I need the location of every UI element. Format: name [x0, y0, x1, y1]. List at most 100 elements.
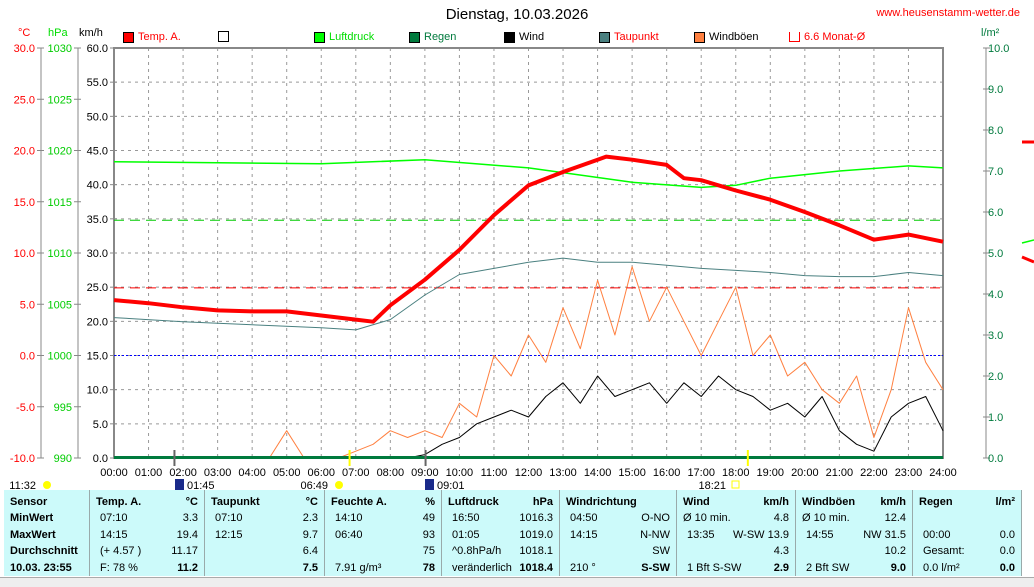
cell-time: 06:40 [335, 528, 363, 541]
site-link[interactable]: www.heusenstamm-wetter.de [876, 7, 1020, 19]
legend-swatch [409, 31, 420, 43]
pressure-tick-label: 1030 [48, 43, 72, 55]
x-tick-label: 15:00 [618, 467, 646, 479]
moonrise-icon [175, 479, 184, 490]
cell-time: (+ 4.57 ) [100, 545, 142, 557]
column-header: Sensor [10, 496, 48, 508]
cell-value: 19.4 [176, 528, 198, 541]
legend-label: Temp. A. [138, 31, 181, 43]
summary-table: Sensor MinWert MaxWert Durchschnitt 10.03. 2… [4, 490, 1022, 576]
legend-swatch [123, 31, 134, 43]
cell-value: O-NO [641, 512, 670, 524]
wind-tick-label: 10.0 [87, 385, 108, 397]
cell-value: S-SW [641, 561, 670, 574]
next-day-pressure-stub [1021, 239, 1034, 244]
cell-value: N-NW [640, 528, 670, 541]
rain-tick-label: 0.0 [988, 453, 1003, 465]
series-taupunkt [113, 257, 944, 331]
x-tick-label: 18:00 [722, 467, 750, 479]
cell-time: Gesamt: [923, 545, 965, 557]
cell-value: 10.2 [884, 545, 906, 557]
column-header: Temp. A. [96, 496, 142, 508]
wind-tick-label: 20.0 [87, 316, 108, 328]
rain-tick-label: 1.0 [988, 412, 1003, 424]
rain-tick-label: 2.0 [988, 371, 1003, 383]
marker-label: 18:21 [698, 480, 726, 490]
rain-tick-label: 5.0 [988, 248, 1003, 260]
cell-time: 14:15 [100, 528, 128, 541]
column-header: Luftdruck [448, 496, 499, 508]
marker-label: 11:32 [9, 480, 36, 490]
moon-phase-icon [43, 481, 51, 489]
table-column-temp: Temp. A. °C 07:10 14:15 (+ 4.57 ) F: 78 % 3.3 1… [90, 490, 205, 576]
wind-tick-label: 45.0 [87, 146, 108, 158]
x-tick-label: 12:00 [515, 467, 543, 479]
cell-value: 2.3 [302, 512, 318, 524]
column-unit: l/m² [995, 496, 1015, 508]
cell-value: 4.8 [773, 512, 789, 524]
sunrise-icon [335, 481, 343, 489]
table-column-wind: Wind km/h Ø 10 min. 13:35 1 Bft S-SW 4.8 W-SW … [677, 490, 796, 576]
cell-value: 4.3 [773, 545, 789, 557]
cell-time: 07:10 [100, 512, 128, 524]
cell-time: 12:15 [215, 528, 243, 541]
cell-time: 0.0 l/m² [923, 561, 960, 574]
x-tick-label: 02:00 [169, 467, 197, 479]
column-unit: km/h [763, 496, 789, 508]
temp-tick-label: -10.0 [10, 453, 35, 465]
row-label: MinWert [10, 512, 54, 524]
temp-tick-label: 10.0 [14, 248, 35, 260]
legend-swatch [314, 31, 325, 43]
column-unit: °C [305, 496, 318, 508]
rain-tick-label: 3.0 [988, 330, 1003, 342]
legend-item: Windböen [694, 31, 759, 43]
x-tick-label: 08:00 [377, 467, 405, 479]
column-header: Taupunkt [211, 496, 260, 508]
x-tick-label: 24:00 [929, 467, 957, 479]
x-tick-label: 20:00 [791, 467, 819, 479]
cell-time: 13:35 [687, 528, 715, 541]
cell-value: 75 [422, 545, 435, 557]
x-tick-label: 13:00 [549, 467, 577, 479]
table-column-rain: Regen l/m² 00:00 Gesamt: 0.0 l/m² 0.0 0.0 0.0 [913, 490, 1022, 576]
rain-tick-label: 10.0 [988, 43, 1009, 55]
legend-swatch [504, 31, 515, 43]
wind-tick-label: 55.0 [87, 77, 108, 89]
pressure-tick-label: 1020 [48, 146, 72, 158]
x-tick-label: 16:00 [653, 467, 681, 479]
x-tick-label: 05:00 [273, 467, 301, 479]
cell-time: 04:50 [570, 512, 598, 524]
x-tick-label: 14:00 [584, 467, 612, 479]
pressure-tick-label: 990 [54, 453, 72, 465]
table-column-hum: Feuchte A.% 14:10 06:40 7.91 g/m³ 49 93 75 78 [325, 490, 442, 576]
chart-canvas: 30.0 25.0 20.0 15.0 10.0 5.0 0.0 -5.0 -10.0 1030 1… [9, 43, 1034, 490]
cell-time: veränderlich [452, 561, 512, 574]
marker-label: 01:45 [187, 480, 215, 490]
column-header: Feuchte A. [331, 496, 387, 508]
rain-tick-label: 7.0 [988, 166, 1003, 178]
cell-time: 14:15 [570, 528, 598, 541]
cell-value: W-SW 13.9 [732, 528, 789, 541]
x-tick-label: 10:00 [446, 467, 474, 479]
pressure-tick-label: 1015 [48, 197, 72, 209]
column-unit: °C [185, 496, 198, 508]
column-header: Windböen [802, 496, 856, 508]
cell-value: 1018.4 [519, 561, 553, 574]
pressure-tick-label: 1010 [48, 248, 72, 260]
temp-tick-label: 15.0 [14, 197, 35, 209]
series-tempa [113, 154, 944, 324]
cell-value: 1019.0 [519, 528, 553, 541]
cell-time: 07:10 [215, 512, 243, 524]
wind-tick-label: 40.0 [87, 180, 108, 192]
wind-tick-label: 50.0 [87, 111, 108, 123]
cell-time: Ø 10 min. [802, 512, 850, 524]
series-wind [114, 375, 944, 459]
rain-axis-unit: l/m² [981, 27, 1000, 39]
x-tick-label: 21:00 [826, 467, 854, 479]
cell-value: 0.0 [999, 528, 1015, 541]
x-tick-label: 03:00 [204, 467, 232, 479]
cell-time: 7.91 g/m³ [335, 561, 382, 574]
marker-label: 09:01 [437, 480, 465, 490]
temp-tick-label: 25.0 [14, 94, 35, 106]
